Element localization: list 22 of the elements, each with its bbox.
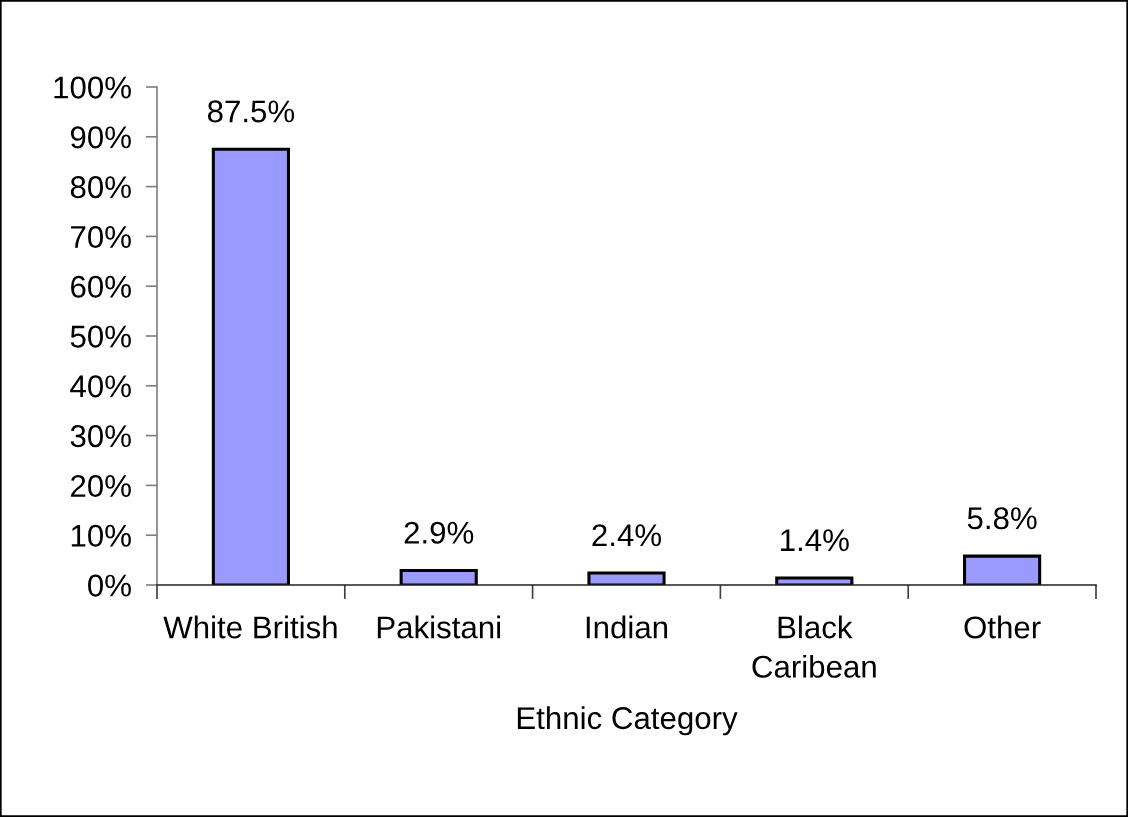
x-tick-label: Indian xyxy=(586,615,668,639)
x-tick-label: White British xyxy=(163,615,337,639)
y-tick-label: 10% xyxy=(71,524,131,547)
data-label: 2.9% xyxy=(404,521,474,544)
data-label: 1.4% xyxy=(781,529,849,552)
y-tick-label: 90% xyxy=(70,126,131,149)
x-tick-label: Black Caribean xyxy=(752,615,876,678)
data-label: 87.5% xyxy=(207,100,295,123)
y-tick-label: 70% xyxy=(71,225,131,249)
data-label: 5.8% xyxy=(967,507,1037,530)
y-tick-label: 30% xyxy=(70,425,131,448)
y-tick-label: 0% xyxy=(88,574,131,597)
y-tick-label: 60% xyxy=(71,275,131,298)
y-tick-label: 80% xyxy=(70,176,131,199)
x-tick-label: Other xyxy=(964,615,1041,639)
x-tick-label: Pakistani xyxy=(377,615,500,639)
y-tick-label: 20% xyxy=(71,474,131,498)
y-tick-label: 50% xyxy=(70,325,131,348)
x-axis-title: Ethnic Category xyxy=(517,706,738,736)
y-tick-label: 40% xyxy=(70,375,131,398)
y-tick-label: 100% xyxy=(54,76,131,99)
data-label: 2.4% xyxy=(592,524,661,547)
